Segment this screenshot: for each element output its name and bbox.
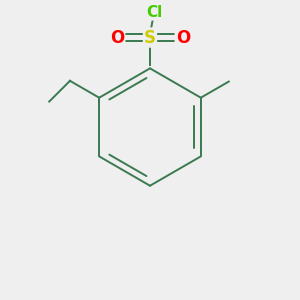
Text: O: O — [176, 28, 190, 46]
Text: Cl: Cl — [146, 4, 163, 20]
Text: S: S — [144, 28, 156, 46]
Text: O: O — [110, 28, 124, 46]
